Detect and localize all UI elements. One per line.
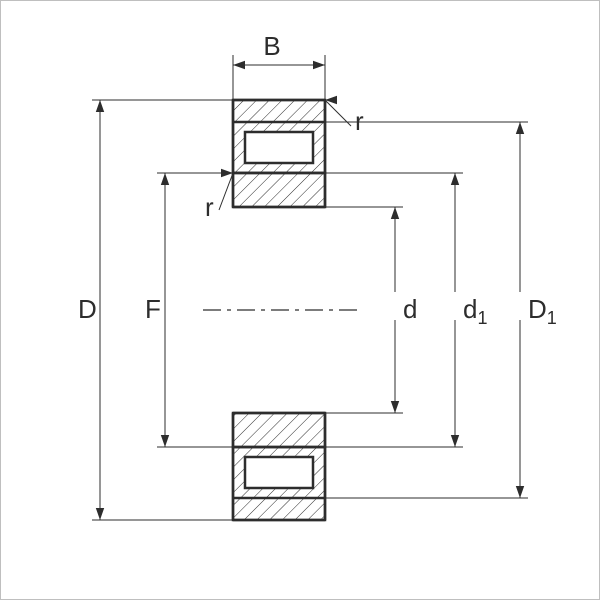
svg-text:F: F xyxy=(145,294,161,324)
svg-text:D1: D1 xyxy=(528,294,557,328)
svg-text:r: r xyxy=(205,192,214,222)
bearing-section-diagram: B D Fd d1 D1 r r xyxy=(0,0,600,600)
svg-text:d: d xyxy=(403,294,417,324)
svg-text:r: r xyxy=(355,106,364,136)
svg-text:d1: d1 xyxy=(463,294,487,328)
svg-text:D: D xyxy=(78,294,97,324)
svg-text:B: B xyxy=(263,31,280,61)
